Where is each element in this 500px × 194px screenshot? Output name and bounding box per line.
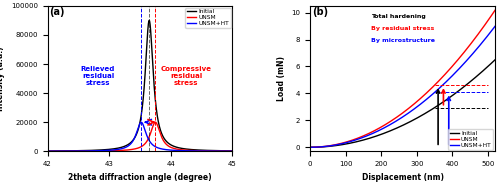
X-axis label: Displacement (nm): Displacement (nm) [362, 173, 444, 182]
Initial [124, 144, 130, 146]
UNSM [124, 149, 130, 151]
Initial [430, 107, 436, 109]
UNSM [492, 9, 498, 11]
UNSM [230, 150, 235, 152]
Initial [390, 128, 396, 131]
UNSM+HT [430, 92, 436, 94]
UNSM+HT [446, 78, 452, 80]
UNSM+HT [340, 142, 346, 145]
Y-axis label: Load (mN): Load (mN) [277, 56, 286, 101]
UNSM+HT [224, 150, 230, 152]
Initial [179, 147, 185, 150]
Initial [44, 150, 51, 152]
UNSM+HT [124, 146, 130, 148]
Initial [446, 97, 452, 99]
Text: Relieved
residual
stress: Relieved residual stress [81, 66, 115, 86]
UNSM [152, 121, 158, 123]
UNSM+HT [214, 150, 220, 152]
UNSM+HT [179, 150, 185, 152]
UNSM+HT [122, 146, 128, 149]
UNSM+HT [307, 146, 313, 148]
UNSM+HT [354, 138, 360, 140]
Text: (b): (b) [312, 7, 328, 17]
UNSM [354, 137, 360, 139]
Line: UNSM+HT: UNSM+HT [48, 122, 232, 151]
Line: UNSM+HT: UNSM+HT [310, 26, 495, 147]
UNSM+HT [44, 150, 51, 152]
UNSM [132, 148, 138, 150]
UNSM [224, 150, 230, 152]
Line: Initial: Initial [48, 20, 232, 151]
X-axis label: 2theta diffraction angle (degree): 2theta diffraction angle (degree) [68, 173, 212, 182]
Initial [146, 19, 152, 22]
Initial [132, 135, 138, 138]
UNSM+HT [390, 121, 396, 124]
UNSM [446, 68, 452, 71]
Text: Total hardening: Total hardening [370, 14, 426, 19]
UNSM+HT [492, 25, 498, 28]
Initial [340, 143, 346, 146]
Legend: Initial, UNSM, UNSM+HT: Initial, UNSM, UNSM+HT [448, 129, 494, 150]
Line: UNSM: UNSM [310, 10, 495, 147]
UNSM [214, 150, 220, 152]
UNSM [416, 99, 422, 101]
Text: By microstructure: By microstructure [370, 38, 434, 43]
UNSM+HT [132, 135, 138, 137]
Initial [122, 145, 128, 147]
UNSM [430, 85, 436, 87]
UNSM [179, 149, 185, 151]
Text: Compressive
residual
stress: Compressive residual stress [160, 66, 212, 86]
Line: UNSM: UNSM [48, 122, 232, 151]
Initial [307, 146, 313, 148]
UNSM+HT [230, 150, 235, 152]
UNSM [390, 118, 396, 120]
Y-axis label: Intensity (a.u.): Intensity (a.u.) [0, 46, 5, 111]
Legend: Initial, UNSM, UNSM+HT: Initial, UNSM, UNSM+HT [186, 8, 230, 28]
Line: Initial: Initial [310, 60, 495, 147]
Initial [416, 116, 422, 118]
UNSM [307, 146, 313, 148]
UNSM+HT [416, 104, 422, 107]
UNSM+HT [138, 121, 144, 123]
UNSM [340, 142, 346, 144]
UNSM [44, 150, 51, 152]
Initial [214, 150, 220, 152]
UNSM [122, 149, 128, 151]
Initial [492, 59, 498, 61]
Initial [354, 140, 360, 143]
Initial [224, 150, 230, 152]
Text: By residual stress: By residual stress [370, 26, 434, 31]
Text: (a): (a) [50, 7, 65, 17]
Initial [230, 150, 235, 152]
